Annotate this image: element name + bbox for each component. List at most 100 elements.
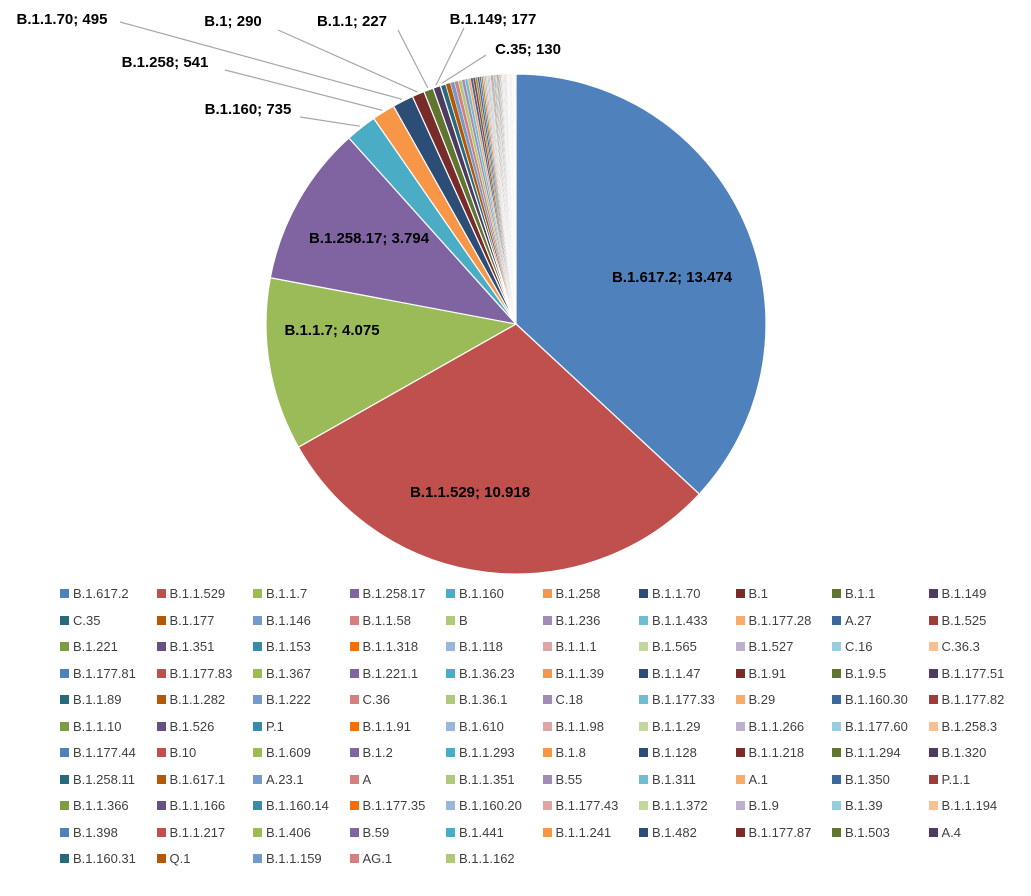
legend-swatch [928, 615, 938, 625]
legend-label: B.1.406 [266, 824, 311, 840]
legend-swatch [60, 748, 69, 757]
legend-label: B.1.177.81 [73, 665, 136, 681]
legend-swatch [156, 615, 166, 625]
legend-swatch [639, 668, 648, 678]
legend-label: B.1.1.433 [652, 612, 708, 628]
pie-slice-b-1-617-2 [515, 73, 767, 495]
legend-swatch [60, 721, 69, 731]
legend-swatch [542, 721, 552, 731]
legend-label: B.1.258.11 [73, 771, 135, 787]
legend-swatch [156, 668, 166, 678]
legend-label: B.1.1.70 [652, 586, 701, 601]
legend-swatch [639, 695, 648, 704]
legend-label: A [362, 771, 372, 787]
legend-label: B.1.36.1 [459, 692, 508, 707]
legend-label: B.1.8 [555, 745, 586, 760]
legend-swatch [446, 748, 455, 757]
legend-label: B.1.441 [459, 824, 504, 840]
data-label-b-1-258-17: B.1.258.17; 3.794 [309, 230, 430, 247]
legend-swatch [60, 615, 69, 625]
pie-chart-svg: B.1.617.2; 13.474 B.1.1.529; 10.918 B.1.1.… [17, 11, 767, 575]
legend-swatch [639, 827, 648, 837]
legend-swatch [156, 827, 166, 837]
legend-swatch [735, 774, 745, 784]
legend-swatch [349, 774, 359, 784]
legend-label: C.18 [555, 692, 583, 707]
legend-label: B.1.177.83 [169, 665, 233, 681]
leader-line-b-1-258 [224, 69, 383, 111]
legend-label: B.1.482 [652, 824, 697, 840]
legend-swatch [928, 668, 938, 678]
legend-swatch [832, 801, 841, 810]
legend-label: B.1.1.29 [652, 718, 701, 734]
legend-label: B.1.1.241 [555, 824, 612, 840]
legend-label: B.1.153 [266, 639, 311, 654]
legend-swatch [735, 589, 745, 598]
legend-swatch [349, 589, 359, 598]
legend-label: B.1.1.372 [652, 798, 708, 813]
legend-label: B.1.1.282 [169, 692, 226, 707]
legend-label: B.1.177.82 [941, 692, 1005, 707]
legend-swatch [542, 668, 552, 678]
legend-label: B.1.160 [459, 586, 504, 601]
legend-swatch [60, 801, 69, 810]
legend-swatch [735, 615, 745, 625]
legend-swatch [253, 615, 262, 625]
legend-swatch [639, 589, 648, 598]
legend-label: B.1.503 [845, 824, 890, 840]
legend-swatch [928, 642, 938, 651]
legend-swatch [349, 854, 359, 863]
data-label-b-1: B.1; 290 [204, 13, 262, 30]
legend-swatch [253, 589, 262, 598]
legend-label: B.1.610 [459, 718, 504, 734]
legend-swatch [156, 854, 166, 863]
legend-swatch [542, 695, 552, 704]
legend-swatch [639, 615, 648, 625]
data-label-b-1-1-70: B.1.1.70; 495 [17, 11, 108, 28]
legend-label: B.1.9.5 [845, 665, 887, 681]
legend-label: B [459, 612, 468, 628]
legend-label: B.1.1.39 [555, 665, 604, 681]
legend-label: B.1.1.162 [459, 851, 515, 866]
legend-swatch [928, 695, 938, 704]
legend-swatch [156, 695, 166, 704]
pie-slice-b-1-1-529 [297, 323, 701, 575]
legend-label: B.1.91 [748, 665, 787, 681]
leader-line-b-1-149 [435, 27, 465, 86]
legend-label: B.1.617.1 [169, 771, 226, 787]
legend-swatch [156, 801, 166, 810]
legend-swatch [735, 748, 745, 757]
legend-label: B.1.160.14 [266, 798, 329, 813]
legend-swatch [928, 748, 938, 757]
legend-swatch [156, 721, 166, 731]
pie-chart: B.1.617.2; 13.474 B.1.1.529; 10.918 B.1.1.… [17, 11, 767, 575]
legend-swatch [446, 668, 455, 678]
legend-label: B.1.1.98 [555, 718, 604, 734]
legend-label: B.1.1.166 [169, 798, 226, 813]
legend-label: B.10 [169, 745, 197, 760]
legend-swatch [156, 589, 166, 598]
data-label-b-1-1-7: B.1.1.7; 4.075 [284, 322, 379, 339]
legend-swatch [253, 827, 262, 837]
legend-label: B.1.1.351 [459, 771, 515, 787]
legend-label: Q.1 [169, 851, 191, 866]
legend-swatch [542, 801, 552, 810]
legend-swatch [832, 589, 841, 598]
legend-swatch [253, 642, 262, 651]
legend-label: A.1 [748, 771, 769, 787]
legend-label: B.1.128 [652, 745, 697, 760]
legend-swatch [446, 827, 455, 837]
legend-swatch [832, 615, 841, 625]
legend-swatch [60, 774, 69, 784]
legend-swatch [253, 748, 262, 757]
legend-label: B.1.177.43 [555, 798, 619, 813]
legend-swatch [349, 801, 359, 810]
legend-swatch [928, 827, 938, 837]
leader-line-c-35 [442, 54, 487, 84]
legend-swatch [928, 589, 938, 598]
legend-label: B.1.177.28 [748, 612, 812, 628]
legend-swatch [60, 827, 69, 837]
legend-swatch [156, 748, 166, 757]
legend-label: B.1.1.194 [941, 798, 998, 813]
legend-swatch [349, 642, 359, 651]
